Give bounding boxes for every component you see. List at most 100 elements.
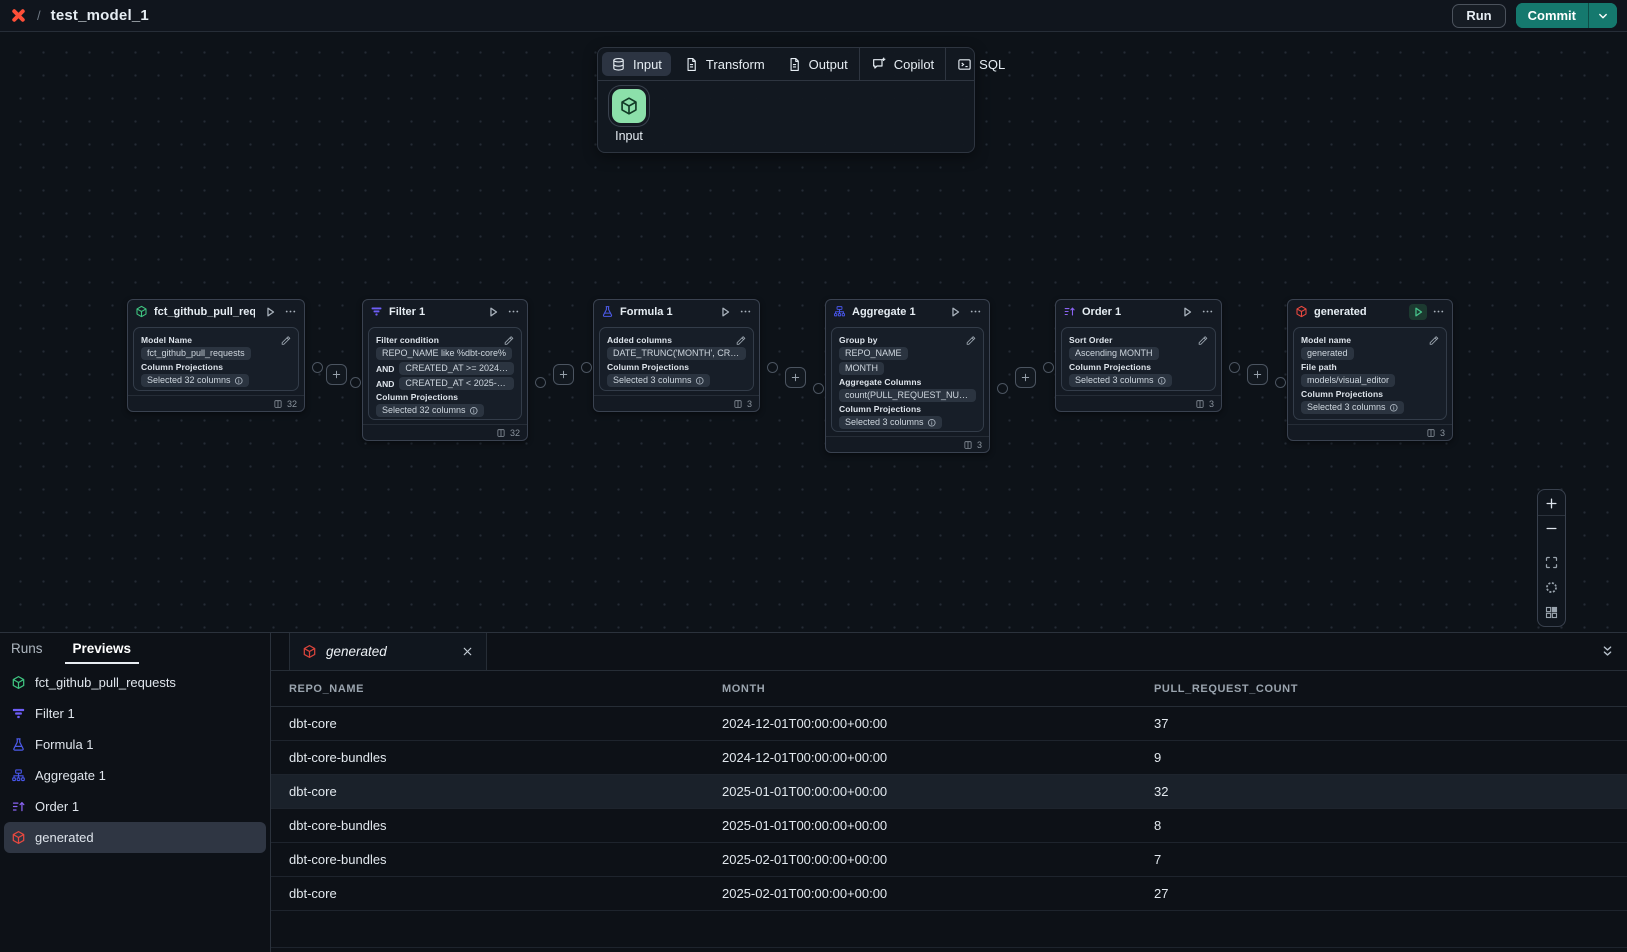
double-chevron-down-icon[interactable] (1600, 643, 1615, 660)
node-run-button[interactable] (716, 304, 734, 320)
info-icon[interactable] (695, 376, 705, 386)
node-run-button[interactable] (946, 304, 964, 320)
info-icon[interactable] (234, 376, 244, 386)
node-header[interactable]: generated (1288, 300, 1452, 323)
cell-month: 2024-12-01T00:00:00+00:00 (722, 716, 888, 731)
input-port[interactable] (1274, 376, 1286, 388)
more-menu-icon[interactable] (507, 305, 520, 318)
node-title: Aggregate 1 (852, 305, 916, 318)
node-header[interactable]: Order 1 (1056, 300, 1221, 323)
canvas-node-generated[interactable]: generated Model name generated File path mod… (1287, 299, 1453, 441)
preview-tab-generated[interactable]: generated (289, 633, 487, 670)
node-run-button[interactable] (484, 304, 502, 320)
sidebar-item-order-1[interactable]: Order 1 (4, 791, 266, 822)
node-header[interactable]: Aggregate 1 (826, 300, 989, 323)
info-icon[interactable] (1389, 403, 1399, 413)
palette-tab-transform[interactable]: Transform (673, 48, 776, 80)
flow-canvas[interactable]: Input Transform Output Copilot (0, 32, 1627, 632)
cell-month: 2024-12-01T00:00:00+00:00 (722, 750, 888, 765)
info-icon[interactable] (1157, 376, 1167, 386)
tile-view-button[interactable] (1538, 600, 1565, 625)
node-header[interactable]: fct_github_pull_requests (128, 300, 304, 323)
palette-tab-output[interactable]: Output (776, 48, 859, 80)
fit-view-button[interactable] (1538, 550, 1565, 575)
section-label: Group by (839, 335, 878, 345)
palette-item-input[interactable]: Input (612, 89, 646, 144)
output-port[interactable] (311, 362, 323, 373)
output-port[interactable] (1228, 362, 1240, 373)
node-header[interactable]: Filter 1 (363, 300, 527, 323)
node-run-button[interactable] (1409, 303, 1427, 320)
input-port[interactable] (1042, 362, 1054, 373)
cube-icon (619, 96, 639, 116)
node-card: Group by REPO_NAME MONTH Aggregate Columns c… (831, 327, 984, 432)
edit-pencil-icon[interactable] (735, 333, 747, 351)
table-row[interactable]: dbt-core-bundles 2024-12-01T00:00:00+00:0… (271, 741, 1627, 775)
dbt-logo-icon[interactable] (10, 7, 27, 24)
add-step-button[interactable] (325, 364, 347, 386)
node-run-button[interactable] (261, 304, 279, 320)
input-port[interactable] (349, 376, 361, 388)
more-menu-icon[interactable] (1432, 305, 1445, 318)
output-port[interactable] (534, 376, 546, 388)
palette-tab-input[interactable]: Input (602, 52, 671, 76)
section-label: File path (1301, 362, 1337, 372)
canvas-node-order-1[interactable]: Order 1 Sort Order Ascending MONTH Column P… (1055, 299, 1222, 412)
locate-button[interactable] (1538, 575, 1565, 600)
sidebar-item-generated[interactable]: generated (4, 822, 266, 853)
pencil-icon (280, 335, 292, 347)
table-row[interactable]: dbt-core 2025-02-01T00:00:00+00:00 27 (271, 877, 1627, 911)
output-port[interactable] (996, 382, 1008, 394)
tab-runs[interactable]: Runs (11, 641, 43, 656)
canvas-node-aggregate-1[interactable]: Aggregate 1 Group by REPO_NAME MONTH Aggrega… (825, 299, 990, 453)
sidebar-item-filter-1[interactable]: Filter 1 (4, 698, 266, 729)
add-step-button[interactable] (552, 364, 574, 386)
aggregate-icon (11, 768, 26, 783)
add-step-button[interactable] (784, 367, 806, 389)
run-button[interactable]: Run (1452, 3, 1506, 28)
edit-pencil-icon[interactable] (965, 333, 977, 351)
cell-repo-name: dbt-core-bundles (289, 750, 387, 765)
edit-pencil-icon[interactable] (280, 333, 292, 351)
chevron-down-icon (1596, 9, 1610, 23)
canvas-node-fct-github-pull-requests[interactable]: fct_github_pull_requests Model Name fct_gi… (127, 299, 305, 412)
table-row[interactable]: dbt-core 2025-01-01T00:00:00+00:00 32 (271, 775, 1627, 809)
canvas-node-filter-1[interactable]: Filter 1 Filter condition REPO_NAME like %… (362, 299, 528, 441)
canvas-node-formula-1[interactable]: Formula 1 Added columns DATE_TRUNC('MONTH'… (593, 299, 760, 412)
add-step-button[interactable] (1014, 367, 1036, 389)
commit-dropdown-button[interactable] (1588, 3, 1617, 28)
node-palette: Input Transform Output Copilot (597, 47, 1005, 153)
table-row[interactable]: dbt-core-bundles 2025-01-01T00:00:00+00:0… (271, 809, 1627, 843)
node-header[interactable]: Formula 1 (594, 300, 759, 323)
zoom-out-button[interactable] (1538, 516, 1565, 541)
table-row[interactable]: dbt-core-bundles 2025-02-01T00:00:00+00:0… (271, 843, 1627, 877)
node-value-chip: Ascending MONTH (1069, 347, 1159, 360)
edit-pencil-icon[interactable] (1428, 333, 1440, 351)
edit-pencil-icon[interactable] (1197, 333, 1209, 351)
section-label: Model name (1301, 335, 1352, 345)
output-port[interactable] (766, 362, 778, 373)
table-row[interactable]: dbt-core 2024-12-01T00:00:00+00:00 37 (271, 707, 1627, 741)
more-menu-icon[interactable] (284, 305, 297, 318)
input-port[interactable] (812, 382, 824, 394)
palette-tab-label: Output (808, 56, 848, 72)
palette-tab-copilot[interactable]: Copilot (858, 48, 945, 80)
sidebar-item-aggregate-1[interactable]: Aggregate 1 (4, 760, 266, 791)
palette-tab-sql[interactable]: SQL (945, 48, 1016, 80)
input-port[interactable] (580, 362, 592, 373)
cell-repo-name: dbt-core (289, 784, 337, 799)
more-menu-icon[interactable] (739, 305, 752, 318)
info-icon[interactable] (927, 418, 937, 428)
tab-previews[interactable]: Previews (64, 633, 139, 664)
close-icon[interactable] (461, 645, 474, 658)
info-icon[interactable] (469, 406, 479, 416)
sidebar-item-fct-github-pull-requests[interactable]: fct_github_pull_requests (4, 667, 266, 698)
edit-pencil-icon[interactable] (503, 333, 515, 351)
node-run-button[interactable] (1178, 304, 1196, 320)
commit-button[interactable]: Commit (1515, 3, 1588, 28)
add-step-button[interactable] (1246, 364, 1268, 386)
more-menu-icon[interactable] (1201, 305, 1214, 318)
sidebar-item-formula-1[interactable]: Formula 1 (4, 729, 266, 760)
zoom-in-button[interactable] (1538, 491, 1565, 516)
more-menu-icon[interactable] (969, 305, 982, 318)
